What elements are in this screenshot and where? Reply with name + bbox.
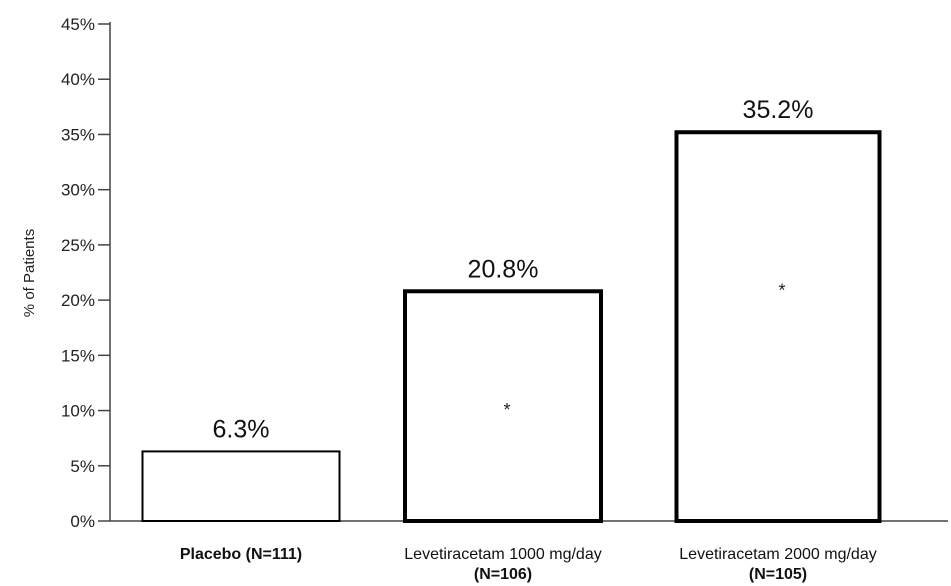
category-labels: Placebo (N=111) Levetiracetam 1000 mg/day… [180,546,877,583]
x-tick-label: Levetiracetam 2000 mg/day [679,546,876,563]
y-tick-label: 25% [61,236,95,255]
x-tick-label: (N=105) [749,566,807,583]
y-tick-label: 0% [70,512,95,531]
bars [141,130,882,523]
y-tick-label: 10% [61,402,95,421]
y-tick-label: 40% [61,70,95,89]
y-axis-ticks: 0% 5% 10% 15% 20% 25% 30% 35% 40% 45% [61,15,110,531]
y-tick-label: 35% [61,125,95,144]
data-label: 35.2% [743,96,814,124]
data-label: 6.3% [213,415,270,443]
x-tick-label: (N=106) [474,566,532,583]
y-axis-label: % of Patients [21,229,38,317]
bar [141,450,341,523]
significance-marker: * [778,281,785,301]
significance-markers: ** [503,281,785,421]
data-label: 20.8% [468,255,539,283]
y-tick-label: 20% [61,291,95,310]
x-tick-label: Placebo (N=111) [180,546,302,563]
y-tick-label: 15% [61,346,95,365]
x-tick-label: Levetiracetam 1000 mg/day [404,546,601,563]
bar [403,289,603,523]
y-tick-label: 45% [61,15,95,34]
significance-marker: * [503,400,510,420]
y-tick-label: 5% [70,457,95,476]
y-tick-label: 30% [61,181,95,200]
bar [674,130,882,523]
value-labels: 6.3% 20.8% 35.2% [213,96,814,443]
